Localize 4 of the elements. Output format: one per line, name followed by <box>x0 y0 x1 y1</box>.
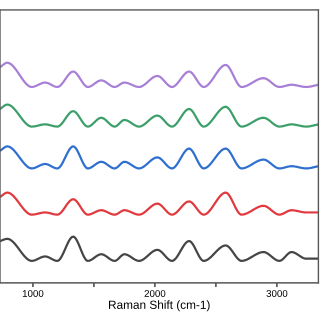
x-tick-label: 2000 <box>144 290 166 297</box>
x-tick-label: 3000 <box>266 290 288 297</box>
x-axis-title: Raman Shift (cm-1) <box>109 300 210 312</box>
x-tick-label: 1000 <box>22 290 44 297</box>
